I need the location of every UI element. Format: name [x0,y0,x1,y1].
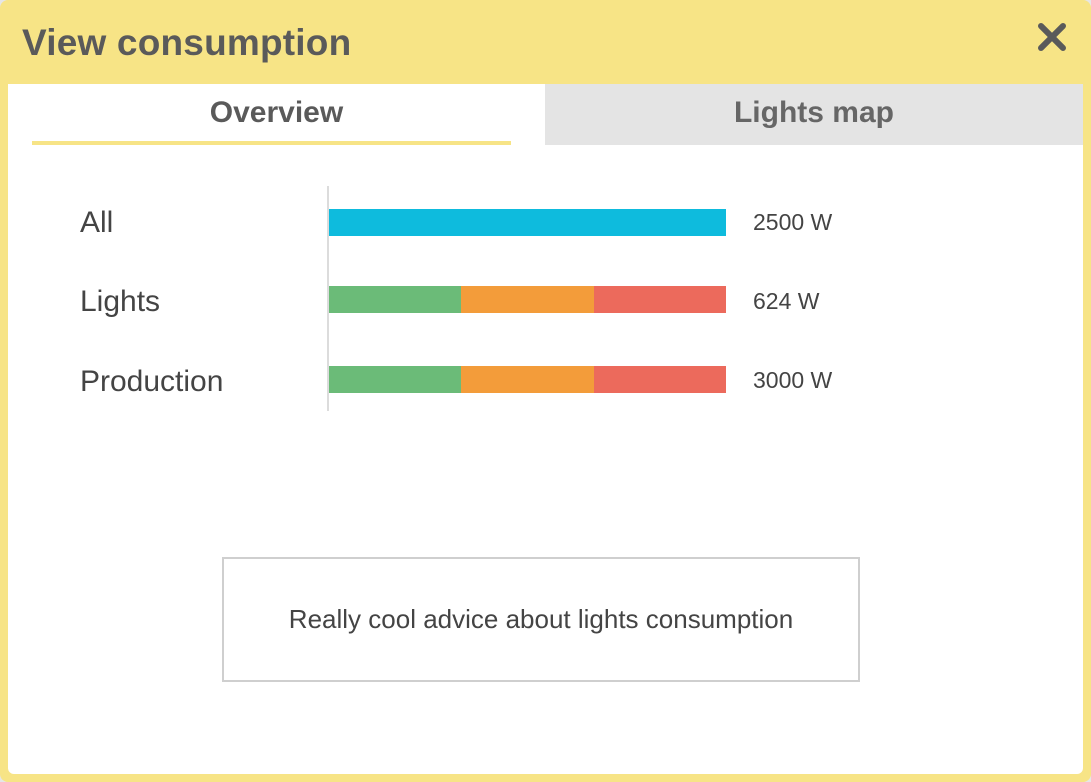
dialog-title: View consumption [22,22,352,63]
consumption-chart: All 2500 W Lights 624 W Production 3000 … [8,184,1083,414]
bar-lights [329,286,726,313]
advice-box: Really cool advice about lights consumpt… [222,557,860,682]
bar-segment [461,286,594,313]
bar-all [329,209,726,236]
bar-production [329,366,726,393]
bar-segment [329,366,462,393]
dialog-header: View consumption [0,0,1091,84]
advice-text: Really cool advice about lights consumpt… [288,604,794,634]
row-label-production: Production [80,365,224,398]
bar-segment [461,366,594,393]
active-tab-indicator [32,141,511,145]
row-label-all: All [80,206,114,239]
value-all: 2500 W [753,209,833,235]
bar-segment [329,209,726,236]
row-label-lights: Lights [80,285,161,318]
close-button[interactable] [1035,20,1069,54]
tab-lights-map[interactable]: Lights map [545,84,1083,145]
bar-segment [593,286,726,313]
dialog-body: Overview Lights map All 2500 W Lights 62… [8,84,1083,774]
bar-segment [593,366,726,393]
chart-axis [327,186,329,411]
tab-bar: Overview Lights map [8,84,1083,145]
value-production: 3000 W [753,367,833,393]
bar-segment [329,286,462,313]
value-lights: 624 W [753,288,820,314]
tab-overview[interactable]: Overview [8,84,545,145]
close-icon [1038,23,1066,51]
